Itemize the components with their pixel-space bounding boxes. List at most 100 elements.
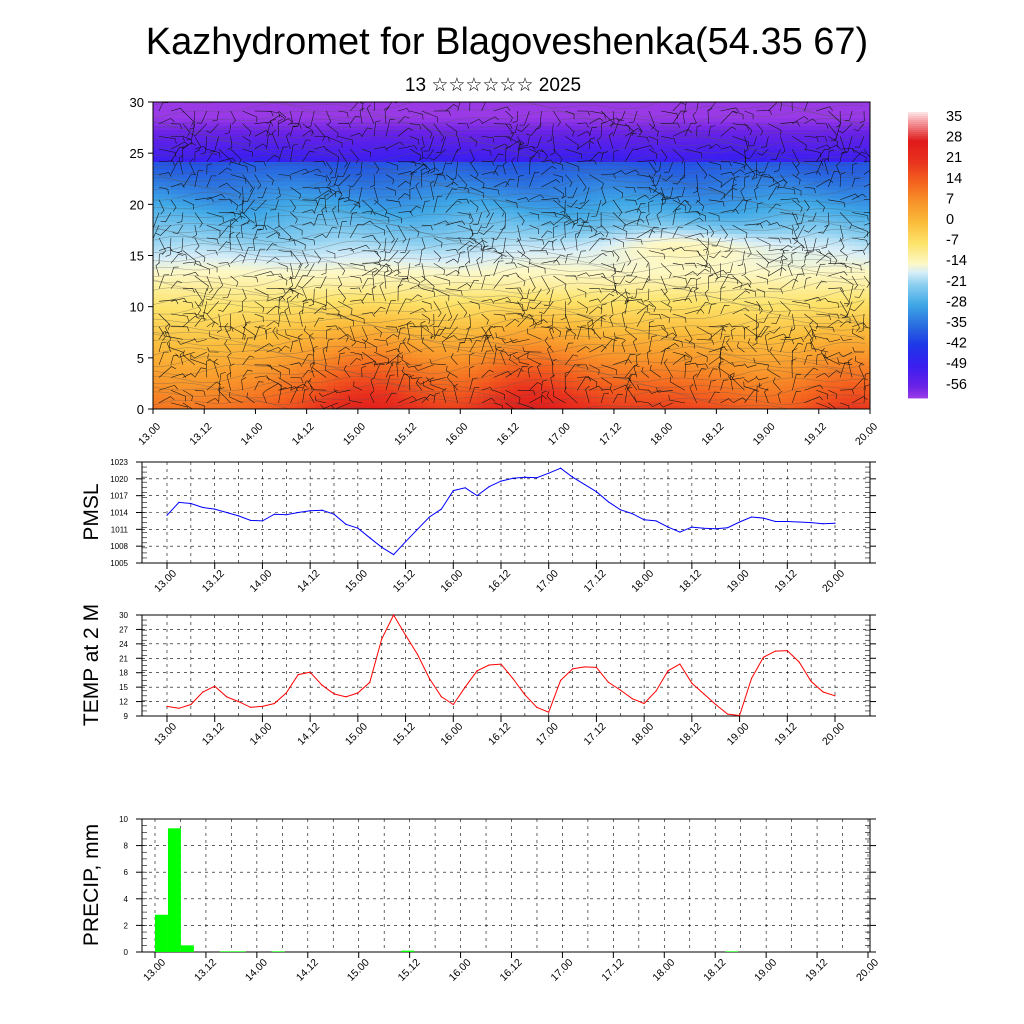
field-cell [615, 154, 622, 159]
field-cell [369, 150, 376, 155]
field-cell [813, 178, 820, 183]
field-cell [783, 162, 790, 167]
field-cell [729, 102, 736, 107]
field-cell [675, 242, 682, 247]
field-cell [459, 178, 466, 183]
field-cell [327, 114, 334, 119]
field-cell [639, 162, 646, 167]
field-cell [225, 190, 232, 195]
field-cell [393, 102, 400, 107]
field-cell [711, 250, 718, 255]
field-cell [543, 106, 550, 111]
field-cell [453, 154, 460, 159]
field-cell [573, 186, 580, 191]
field-cell [291, 122, 298, 127]
field-cell [405, 102, 412, 107]
field-cell [405, 262, 412, 267]
field-cell [735, 214, 742, 219]
field-cell [453, 258, 460, 263]
field-cell [567, 174, 574, 179]
field-cell [567, 110, 574, 115]
field-cell [711, 214, 718, 219]
field-cell [645, 166, 652, 171]
field-cell [777, 158, 784, 163]
field-cell [309, 114, 316, 119]
field-cell [435, 122, 442, 127]
field-cell [363, 202, 370, 207]
field-cell [867, 162, 870, 167]
field-cell [591, 130, 598, 135]
field-cell [291, 266, 298, 271]
field-cell [735, 114, 742, 119]
field-cell [273, 118, 280, 123]
field-cell [345, 150, 352, 155]
field-cell [813, 218, 820, 223]
field-cell [369, 190, 376, 195]
field-cell [645, 186, 652, 191]
field-cell [777, 218, 784, 223]
field-cell [369, 194, 376, 199]
field-cell [627, 234, 634, 239]
field-cell [651, 210, 658, 215]
field-cell [399, 118, 406, 123]
field-cell [267, 142, 274, 147]
field-cell [573, 194, 580, 199]
field-cell [657, 206, 664, 211]
field-cell [681, 242, 688, 247]
field-cell [453, 210, 460, 215]
field-cell [741, 162, 748, 167]
field-cell [477, 266, 484, 271]
field-cell [621, 178, 628, 183]
field-cell [501, 138, 508, 143]
field-cell [675, 118, 682, 123]
field-cell [699, 174, 706, 179]
field-cell [681, 262, 688, 267]
field-cell [675, 186, 682, 191]
field-cell [399, 238, 406, 243]
field-cell [525, 126, 532, 131]
field-cell [213, 266, 220, 271]
field-cell [765, 154, 772, 159]
field-cell [219, 218, 226, 223]
field-cell [405, 186, 412, 191]
field-cell [783, 118, 790, 123]
field-cell [495, 154, 502, 159]
field-cell [645, 258, 652, 263]
field-cell [273, 258, 280, 263]
field-cell [735, 194, 742, 199]
field-cell [789, 178, 796, 183]
field-cell [711, 190, 718, 195]
field-cell [591, 246, 598, 251]
field-cell [375, 250, 382, 255]
field-cell [687, 146, 694, 151]
field-cell [501, 106, 508, 111]
field-cell [861, 242, 868, 247]
field-cell [363, 174, 370, 179]
field-cell [489, 134, 496, 139]
field-cell [309, 154, 316, 159]
field-cell [225, 234, 232, 239]
field-cell [771, 174, 778, 179]
field-cell [627, 162, 634, 167]
field-cell [597, 206, 604, 211]
field-cell [285, 214, 292, 219]
field-cell [297, 162, 304, 167]
field-cell [453, 130, 460, 135]
field-cell [573, 266, 580, 271]
field-cell [765, 170, 772, 175]
field-cell [369, 138, 376, 143]
field-cell [441, 230, 448, 235]
field-cell [519, 230, 526, 235]
field-cell [729, 138, 736, 143]
field-cell [453, 186, 460, 191]
field-cell [747, 226, 754, 231]
field-cell [507, 190, 514, 195]
field-cell [285, 158, 292, 163]
field-cell [795, 142, 802, 147]
field-cell [501, 118, 508, 123]
field-cell [507, 206, 514, 211]
field-cell [351, 174, 358, 179]
field-cell [153, 202, 160, 207]
field-cell [627, 226, 634, 231]
field-cell [729, 202, 736, 207]
